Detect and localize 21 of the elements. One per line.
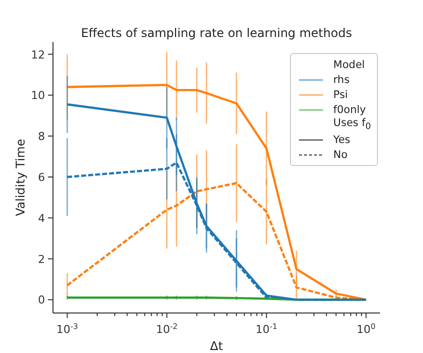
legend-label: Psi — [333, 88, 348, 100]
annotation: Yes — [333, 134, 350, 146]
y-tick-label: 10 — [31, 89, 45, 102]
y-tick-label: 4 — [38, 212, 45, 225]
chart-title: Effects of sampling rate on learning methods — [80, 26, 353, 40]
x-tick-label: 10$^{-2}$ — [156, 322, 178, 336]
legend-title: Model — [333, 58, 365, 70]
annotation: Uses f$_{0}$ — [333, 116, 371, 132]
y-tick-label: 8 — [38, 130, 45, 144]
x-axis-title: Δt — [210, 339, 224, 353]
legend-label: f0only — [333, 104, 366, 116]
legend-label: rhs — [333, 74, 350, 86]
x-tick-label: 10$^{0}$ — [356, 322, 376, 336]
annotation: No — [333, 148, 348, 160]
y-tick-label: 2 — [38, 252, 45, 266]
y-tick-label: 0 — [38, 294, 45, 307]
y-tick-label: 12 — [31, 48, 45, 62]
y-tick-label: 6 — [38, 170, 45, 184]
x-tick-label: 10$^{-1}$ — [256, 322, 278, 336]
x-tick-label: 10$^{-3}$ — [56, 322, 78, 336]
y-axis-title: Validity Time — [13, 138, 28, 216]
